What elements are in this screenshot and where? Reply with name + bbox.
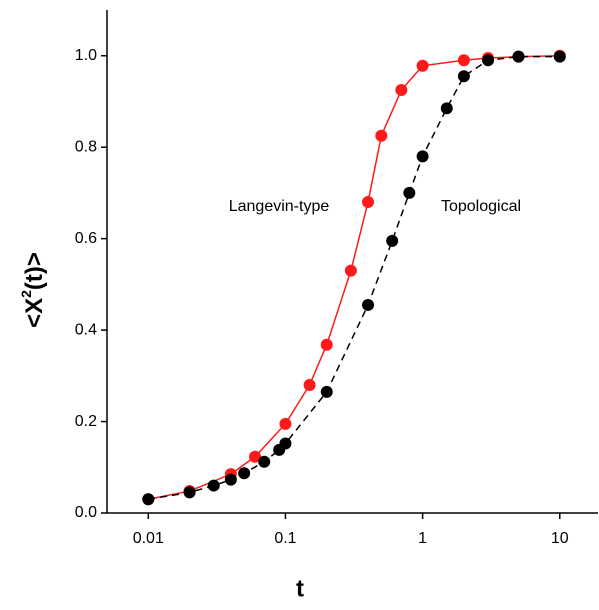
y-tick-label: 0.0 — [75, 504, 97, 521]
data-point — [320, 385, 333, 398]
data-point — [440, 102, 453, 115]
data-point — [395, 84, 408, 97]
y-label-rest: (t)> — [21, 252, 48, 290]
data-point — [386, 234, 399, 247]
data-point — [512, 50, 525, 63]
data-point — [279, 417, 292, 430]
y-label-base: <X — [21, 298, 48, 328]
x-tick-label: 0.01 — [133, 530, 164, 547]
data-point — [344, 264, 357, 277]
y-tick-label: 0.8 — [75, 138, 97, 155]
x-tick-label: 0.1 — [274, 530, 296, 547]
data-point — [303, 378, 316, 391]
data-point — [362, 196, 375, 209]
x-axis-label: t — [296, 575, 304, 602]
y-tick-label: 0.2 — [75, 413, 97, 430]
data-point — [553, 50, 566, 63]
data-point — [258, 455, 271, 468]
data-point — [183, 486, 196, 499]
series-line — [148, 55, 560, 501]
data-point — [375, 129, 388, 142]
x-tick-label: 10 — [551, 530, 569, 547]
y-tick-label: 0.4 — [75, 321, 97, 338]
data-point — [279, 437, 292, 450]
data-point — [320, 338, 333, 351]
data-point — [142, 493, 155, 506]
data-point — [403, 186, 416, 199]
data-point — [416, 150, 429, 163]
y-axis-label: <X2(t)> — [18, 252, 49, 328]
data-point — [416, 59, 429, 72]
data-point — [362, 298, 375, 311]
y-label-sup: 2 — [18, 290, 34, 298]
series-line — [148, 54, 560, 501]
data-point — [224, 473, 237, 486]
data-point — [457, 54, 470, 67]
y-tick-label: 1.0 — [75, 47, 97, 64]
data-point — [238, 467, 251, 480]
x-tick-label: 1 — [418, 530, 427, 547]
series-label: Topological — [441, 198, 521, 215]
data-point — [457, 70, 470, 83]
data-point — [207, 479, 220, 492]
y-tick-label: 0.6 — [75, 230, 97, 247]
series-label: Langevin-type — [229, 198, 330, 215]
data-point — [249, 450, 262, 463]
data-point — [482, 54, 495, 67]
